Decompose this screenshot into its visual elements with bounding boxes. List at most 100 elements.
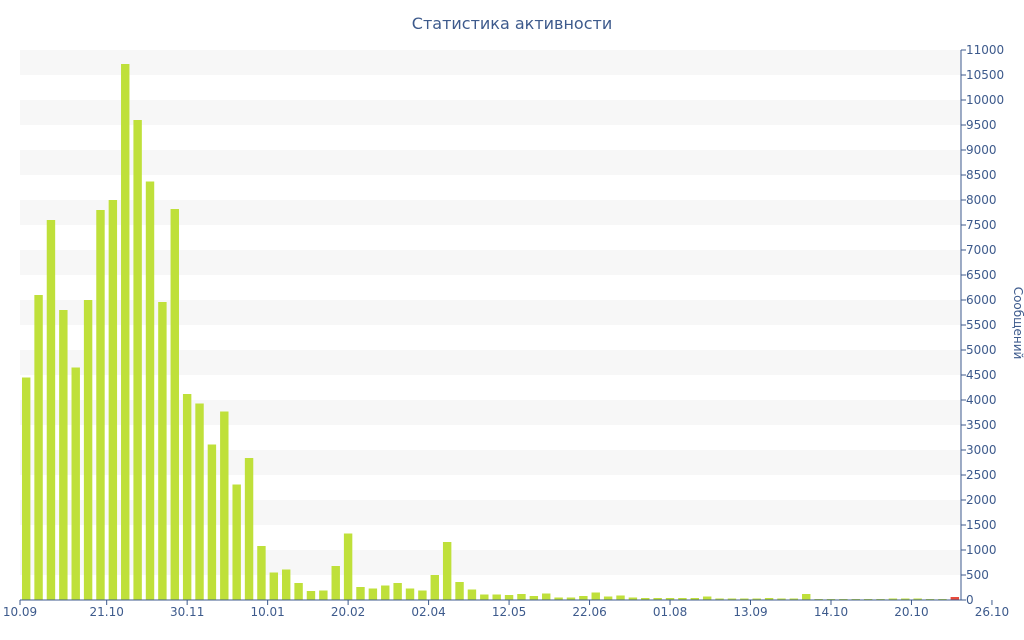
x-tick-label: 01.08	[653, 605, 687, 619]
y-tick-label: 2000	[966, 493, 997, 507]
bar	[368, 588, 378, 600]
y-tick-label: 5500	[966, 318, 997, 332]
bar	[158, 302, 167, 600]
bar	[207, 444, 217, 600]
bar	[579, 596, 588, 600]
bar	[554, 597, 563, 600]
y-tick-label: 0	[966, 593, 974, 607]
grid-band	[20, 200, 961, 225]
y-tick-label: 7000	[966, 243, 997, 257]
bar	[913, 598, 922, 600]
bar	[455, 582, 464, 600]
bar	[46, 220, 56, 600]
bar	[777, 598, 786, 600]
x-tick-label: 10.01	[250, 605, 284, 619]
y-tick-label: 8500	[966, 168, 997, 182]
bar	[405, 588, 415, 600]
bar	[950, 597, 960, 600]
y-tick-label: 9500	[966, 118, 997, 132]
bar	[802, 594, 811, 600]
bar	[331, 566, 340, 600]
bar	[195, 403, 204, 600]
y-tick-label: 9000	[966, 143, 997, 157]
bar	[220, 411, 229, 600]
bar	[343, 533, 353, 600]
bar	[294, 583, 303, 600]
bar	[529, 596, 539, 600]
x-tick-label: 13.09	[733, 605, 767, 619]
bar	[690, 598, 700, 600]
x-tick-label: 12.05	[492, 605, 526, 619]
bar	[628, 597, 638, 600]
y-axis-title: Сообщений	[1011, 287, 1024, 360]
y-tick-label: 5000	[966, 343, 997, 357]
bar	[727, 598, 737, 600]
y-tick-label: 3500	[966, 418, 997, 432]
grid-band	[20, 150, 961, 175]
bar	[244, 458, 254, 600]
bar	[517, 594, 526, 600]
y-tick-label: 10000	[966, 93, 1004, 107]
x-tick-label: 20.02	[331, 605, 365, 619]
bar	[83, 300, 93, 600]
bar	[492, 594, 501, 600]
bar	[59, 310, 68, 600]
bar	[480, 594, 489, 600]
grid-band	[20, 250, 961, 275]
bar	[381, 585, 390, 600]
y-tick-label: 3000	[966, 443, 997, 457]
bar	[71, 367, 80, 600]
bar	[789, 598, 799, 600]
y-tick-label: 500	[966, 568, 989, 582]
x-tick-label: 26.10	[975, 605, 1009, 619]
bar	[764, 598, 774, 600]
bar	[603, 596, 613, 600]
bar	[182, 394, 192, 600]
x-tick-label: 10.09	[3, 605, 37, 619]
bar	[702, 596, 712, 600]
y-tick-label: 1500	[966, 518, 997, 532]
y-tick-label: 7500	[966, 218, 997, 232]
bar	[715, 598, 724, 600]
y-tick-label: 2500	[966, 468, 997, 482]
y-tick-label: 11000	[966, 43, 1004, 57]
bar	[504, 595, 514, 600]
y-tick-label: 8000	[966, 193, 997, 207]
y-tick-label: 4500	[966, 368, 997, 382]
bar	[418, 590, 427, 600]
grid-band	[20, 50, 961, 75]
x-tick-label: 30.11	[170, 605, 204, 619]
bar	[145, 181, 155, 600]
x-tick-label: 02.04	[411, 605, 445, 619]
bar	[566, 597, 576, 600]
bar	[108, 200, 118, 600]
bar	[653, 598, 662, 600]
x-tick-label: 20.10	[894, 605, 928, 619]
bar	[740, 598, 749, 600]
bar	[616, 595, 625, 600]
bar	[442, 542, 452, 600]
x-tick-label: 22.06	[572, 605, 606, 619]
y-tick-label: 6000	[966, 293, 997, 307]
bar	[430, 575, 439, 600]
bar	[542, 593, 551, 600]
bar	[319, 590, 328, 600]
bar	[170, 209, 179, 600]
y-tick-label: 1000	[966, 543, 997, 557]
bar	[901, 598, 910, 600]
bar	[133, 120, 142, 600]
y-tick-label: 6500	[966, 268, 997, 282]
bar	[752, 598, 761, 600]
y-tick-label: 4000	[966, 393, 997, 407]
x-tick-label: 21.10	[89, 605, 123, 619]
y-tick-label: 10500	[966, 68, 1004, 82]
bar	[467, 589, 477, 600]
chart-title: Статистика активности	[411, 14, 613, 33]
bar	[281, 569, 291, 600]
y-axis: 0 500 1000 1500 2000 2500 3000 3500 4000 4500 5000…	[960, 43, 1004, 607]
bar	[665, 598, 675, 600]
bar	[34, 295, 43, 600]
bar	[641, 598, 650, 600]
bar	[232, 484, 241, 600]
